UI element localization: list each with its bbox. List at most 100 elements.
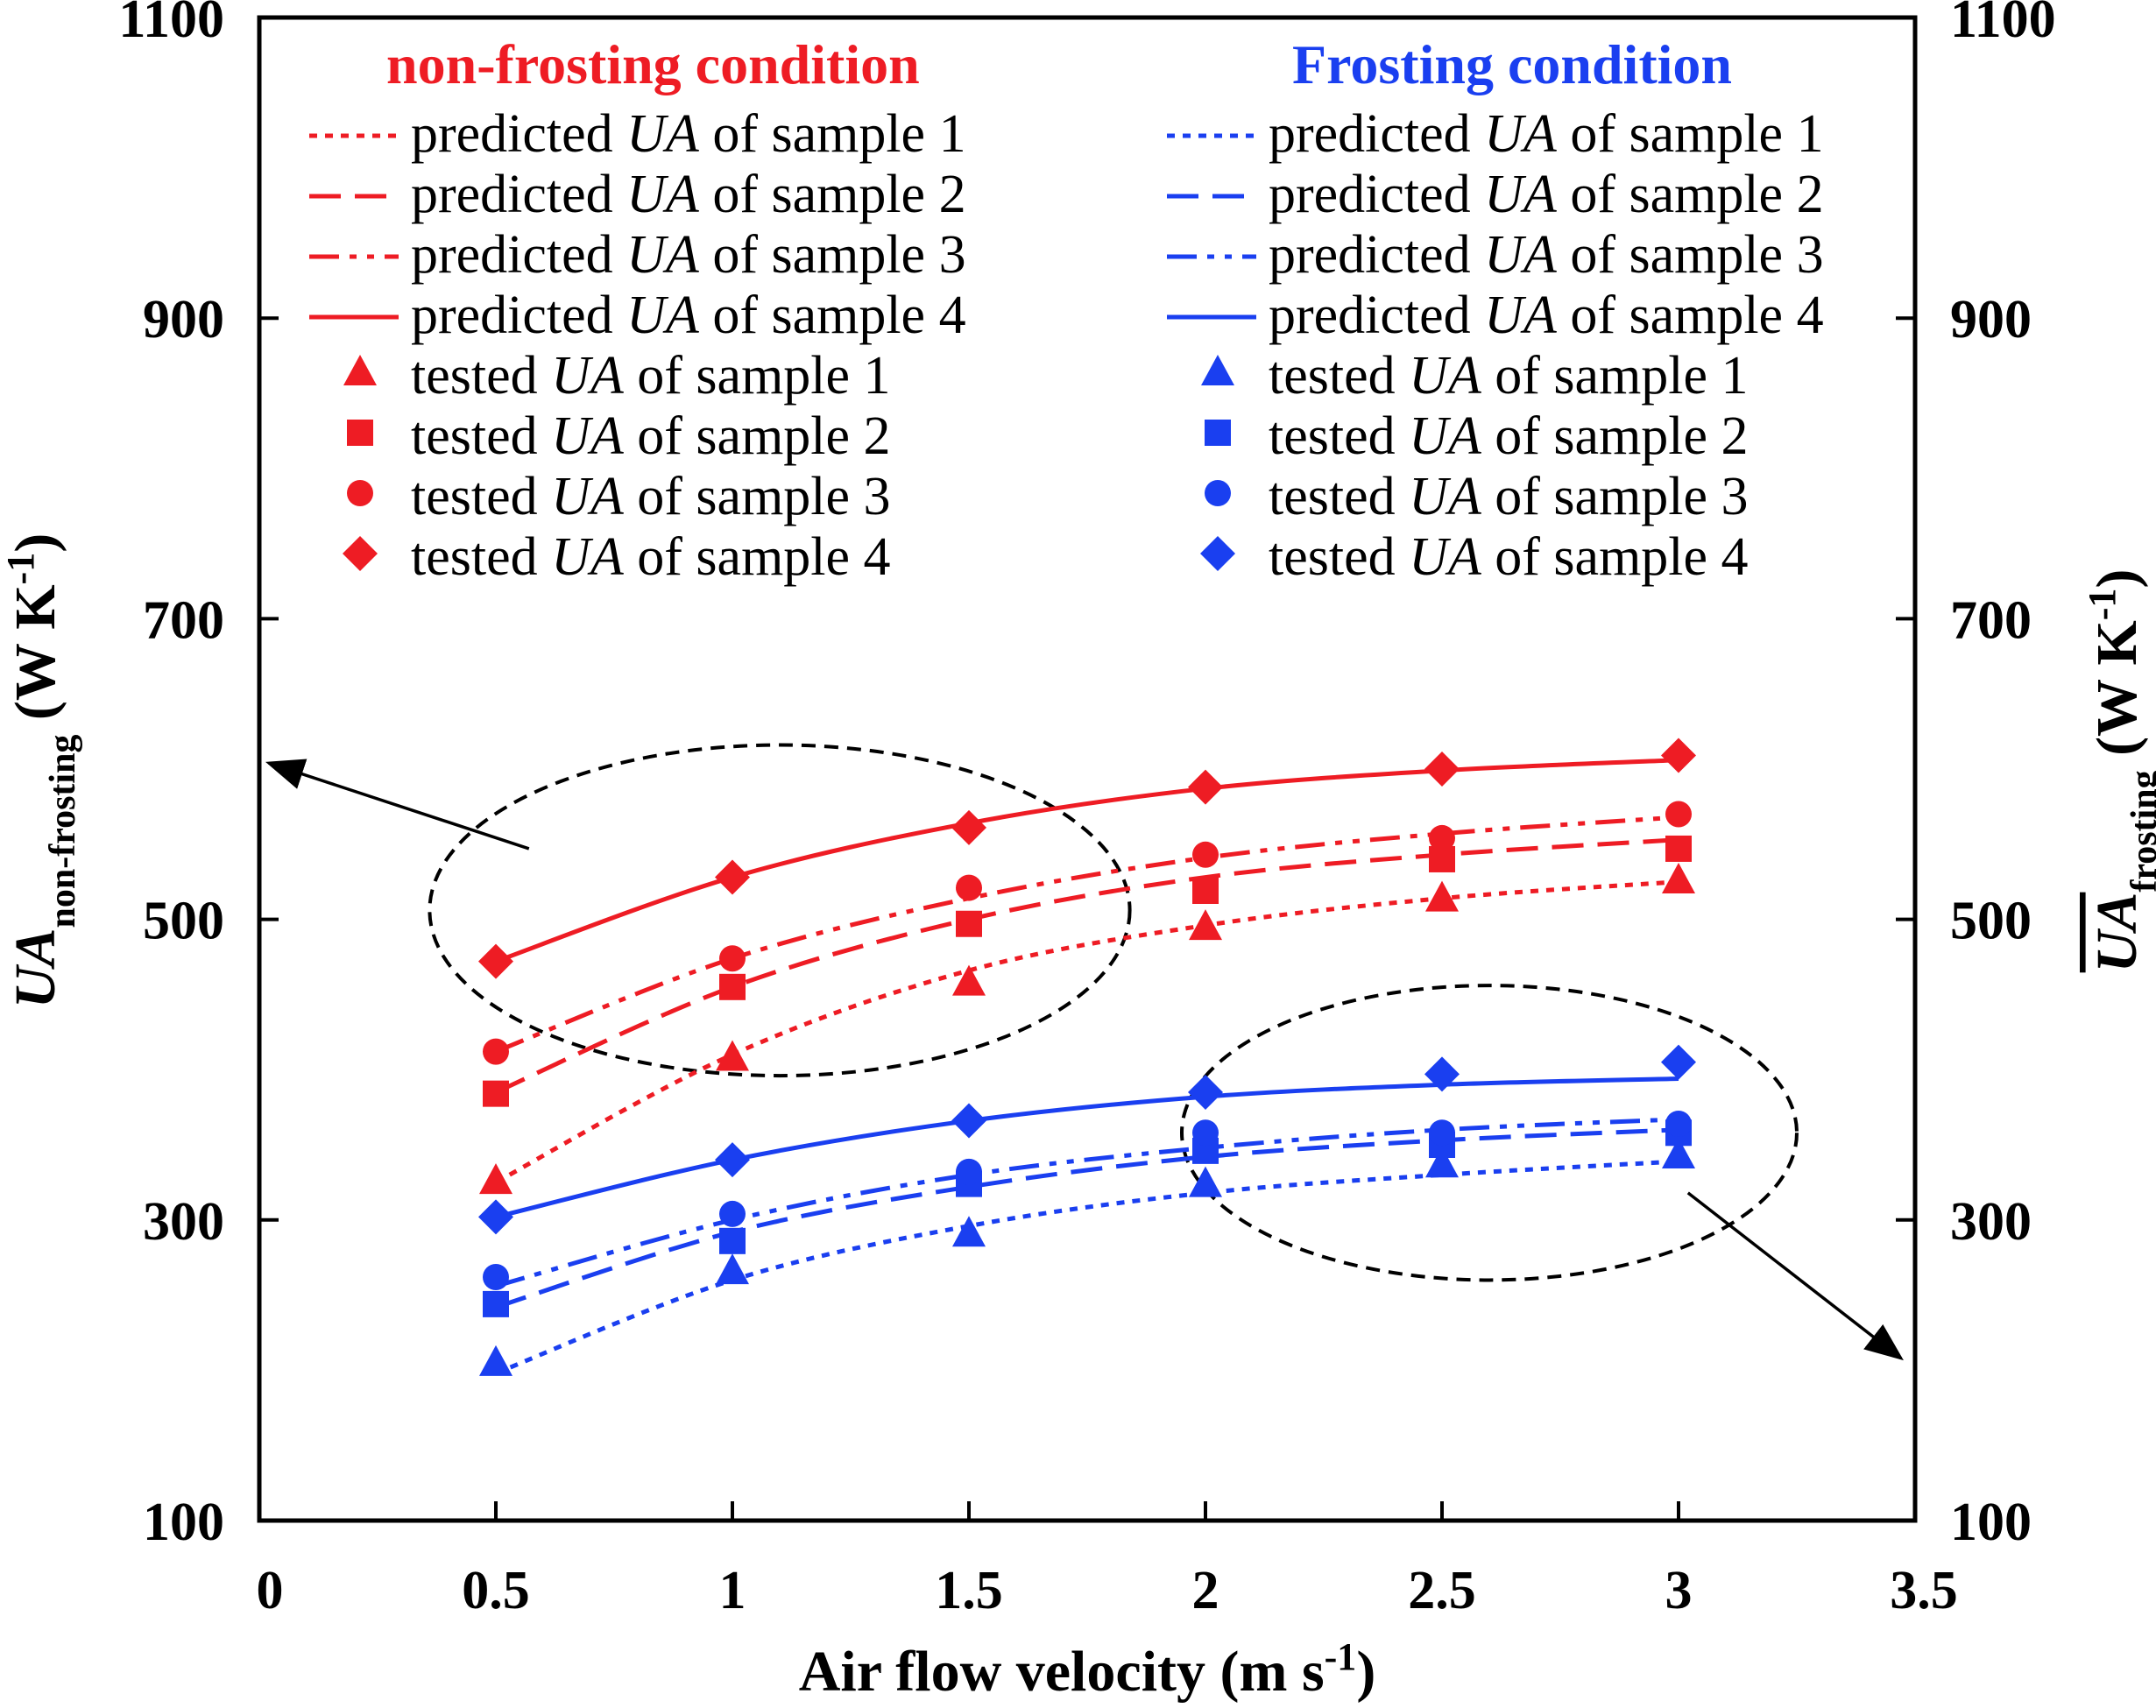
y-title-left-unit: (W K [4, 584, 67, 734]
non-frosting-predicted-sample-3-line [495, 815, 1679, 1054]
legend-suffix: of sample 3 [699, 225, 966, 285]
non-frosting-legend-predicted-2: predicted UA of sample 2 [411, 165, 966, 224]
frosting-legend-marker-4 [1200, 536, 1235, 571]
frosting-legend-tested-1: tested UA of sample 1 [1269, 346, 1749, 406]
non-frosting-tested-sample-2-point [1192, 877, 1219, 904]
non-frosting-legend-tested-3: tested UA of sample 3 [411, 467, 891, 526]
x-axis-title-main: Air flow velocity (m s [799, 1640, 1325, 1704]
y-tick-label-left: 1100 [118, 0, 224, 49]
y-tick-label-right: 300 [1950, 1192, 2032, 1252]
legend-ua: UA [626, 165, 700, 224]
frosting-legend-predicted-4: predicted UA of sample 4 [1269, 286, 1824, 345]
frosting-predicted-sample-4-line [495, 1076, 1679, 1219]
legend-suffix: of sample 2 [699, 165, 966, 224]
legend-suffix: of sample 2 [1481, 406, 1749, 466]
legend-ua: UA [551, 467, 625, 526]
frosting-legend-marker-1 [1201, 355, 1234, 385]
non-frosting-tested-sample-1-point [1662, 862, 1695, 893]
legend-prefix: predicted [1269, 165, 1484, 224]
plot-frame [257, 15, 1918, 1523]
y-title-left-sub: non-frosting [43, 735, 83, 928]
legend-prefix: tested [1269, 467, 1409, 526]
legend-prefix: predicted [1269, 225, 1484, 285]
non-frosting-tested-sample-1-point [716, 1040, 749, 1071]
y-axis-title-right: UAfrosting (W K-1) [2081, 569, 2156, 973]
legend-suffix: of sample 2 [1557, 165, 1824, 224]
non-frosting-tested-sample-3-point [1192, 841, 1219, 868]
annotation-arrow [1686, 1191, 1904, 1361]
non-frosting-predicted-sample-2-line [494, 837, 1679, 1095]
frosting-tested-sample-2-point [719, 1227, 746, 1254]
legend-ua: UA [551, 527, 625, 587]
y-tick-label-left: 900 [143, 290, 224, 349]
axis-titles: Air flow velocity (m s-1)UAnon-frosting … [0, 533, 2156, 1704]
legend-prefix: tested [411, 346, 551, 406]
frosting-legend-tested-4: tested UA of sample 4 [1269, 527, 1749, 587]
y-title-right-unit: (W K [2085, 620, 2149, 770]
legend-prefix: tested [1269, 527, 1409, 587]
frosting-tested-sample-3-point [1665, 1110, 1692, 1137]
legend-suffix: of sample 4 [624, 527, 891, 587]
legend-ua: UA [1484, 286, 1558, 345]
x-tick-label: 1 [719, 1561, 746, 1620]
frosting-tested-sample-1-point [479, 1345, 512, 1376]
y-title-right-unit-end: ) [2085, 569, 2149, 589]
non-frosting-predicted-sample-4-line [495, 758, 1679, 964]
legend-prefix: tested [1269, 346, 1409, 406]
frosting-tested-sample-3-point [1429, 1119, 1455, 1147]
y-title-right-sub: frosting [2124, 770, 2156, 892]
annotation-arrow [265, 759, 530, 850]
non-frosting-legend-predicted-3: predicted UA of sample 3 [411, 225, 966, 285]
y-tick-label-right: 700 [1950, 590, 2032, 650]
dashed-ellipse [428, 743, 1132, 1078]
non-frosting-legend-marker-1 [343, 355, 377, 385]
legend-suffix: of sample 1 [699, 104, 966, 164]
legend-suffix: of sample 1 [1481, 346, 1749, 406]
y-tick-label-left: 500 [143, 892, 224, 951]
legend: non-frosting condition predicted UA of sa… [309, 33, 1824, 587]
y-tick-label-right: 500 [1950, 892, 2032, 951]
legend-ua: UA [626, 225, 700, 285]
non-frosting-legend-predicted-1: predicted UA of sample 1 [411, 104, 966, 164]
legend-prefix: predicted [411, 225, 626, 285]
legend-suffix: of sample 4 [699, 286, 966, 345]
legend-suffix: of sample 1 [1557, 104, 1824, 164]
non-frosting-tested-sample-4-point [478, 943, 513, 979]
non-frosting-tested-sample-4-point [1661, 738, 1696, 773]
frosting-tested-sample-4-point [715, 1142, 750, 1178]
frosting-legend-tested-2: tested UA of sample 2 [1269, 406, 1749, 466]
x-tick-label: 2.5 [1408, 1561, 1476, 1620]
dashed-ellipse [1180, 984, 1799, 1282]
y-title-right-main: UA [2085, 893, 2149, 973]
legend-ua: UA [1409, 406, 1482, 466]
legend-suffix: of sample 3 [1481, 467, 1749, 526]
non-frosting-tested-sample-1-point [479, 1163, 512, 1195]
y-tick-label-left: 100 [143, 1493, 224, 1552]
non-frosting-tested-sample-1-point [1425, 880, 1459, 912]
legend-suffix: of sample 3 [624, 467, 891, 526]
frosting-predicted-sample-1-line [495, 1159, 1679, 1376]
legend-prefix: predicted [1269, 286, 1484, 345]
legend-prefix: tested [411, 467, 551, 526]
frosting-tested-sample-4-point [1661, 1044, 1696, 1080]
non-frosting-legend-marker-4 [343, 536, 378, 571]
frosting-legend-marker-3 [1205, 480, 1231, 506]
frosting-tested-sample-1-point [1425, 1147, 1459, 1178]
frosting-tested-sample-1-point [1662, 1138, 1695, 1169]
frosting-predicted-sample-2-line [495, 1127, 1679, 1309]
x-tick-label: 3 [1665, 1561, 1693, 1620]
non-frosting-tested-sample-3-point [483, 1038, 509, 1065]
y-title-left-main: UA [4, 928, 67, 1009]
legend-prefix: predicted [411, 104, 626, 164]
frosting-tested-sample-1-point [952, 1216, 986, 1247]
y-tick-label-right: 1100 [1950, 0, 2056, 49]
frosting-tested-sample-2-point [483, 1290, 509, 1317]
frosting-legend-predicted-1: predicted UA of sample 1 [1269, 104, 1824, 164]
non-frosting-tested-sample-2-point [719, 973, 746, 1000]
non-frosting-tested-sample-4-point [1188, 769, 1223, 805]
y-axis-title-left: UAnon-frosting (W K-1) [0, 533, 83, 1008]
non-frosting-tested-sample-3-point [1429, 824, 1455, 851]
legend-suffix: of sample 4 [1557, 286, 1824, 345]
non-frosting-tested-sample-4-point [1424, 752, 1460, 787]
